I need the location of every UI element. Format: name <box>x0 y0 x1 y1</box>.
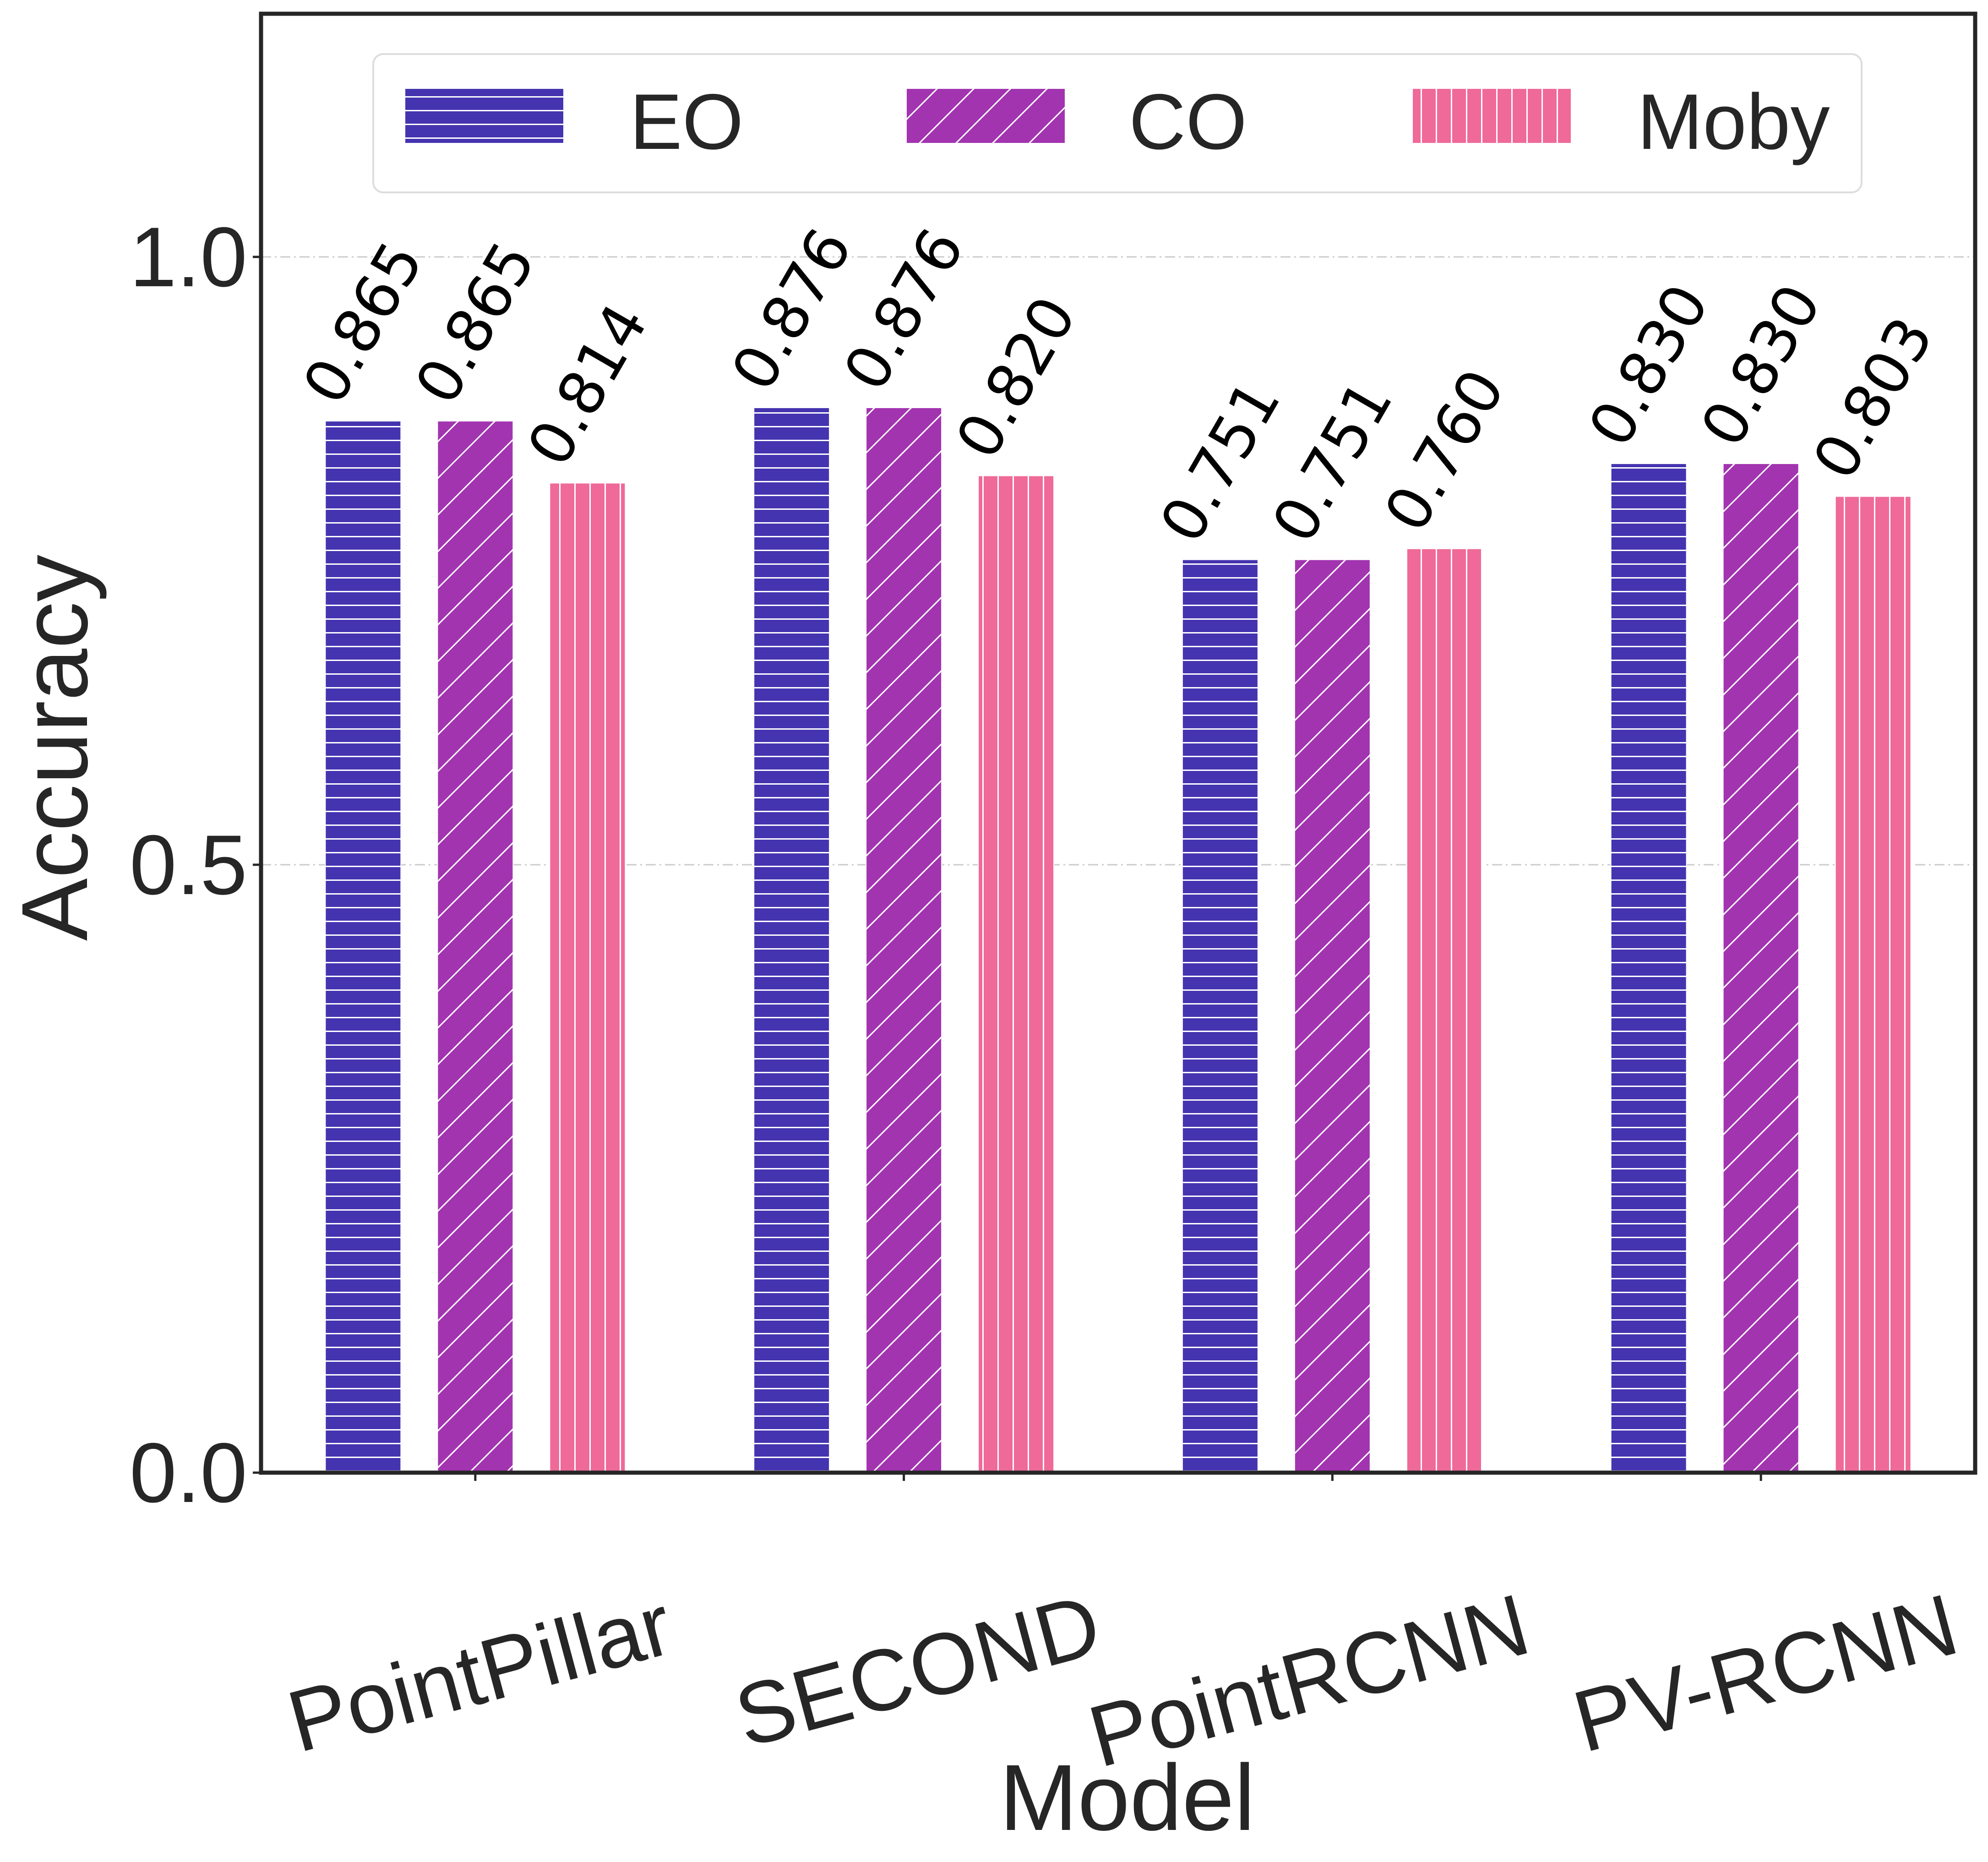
y-tick-label: 1.0 <box>130 210 247 305</box>
legend-label-moby: Moby <box>1637 78 1830 166</box>
data-label: 0.814 <box>514 292 661 477</box>
bar-co-pv-rcnn <box>1722 463 1799 1473</box>
bar-moby-pv-rcnn <box>1835 496 1912 1474</box>
legend-swatch-eo <box>405 89 563 143</box>
bar-co-pointrcnn <box>1294 559 1371 1473</box>
y-axis-label: Accuracy <box>2 554 107 941</box>
data-label: 0.803 <box>1799 306 1947 491</box>
legend-swatch-moby <box>1413 89 1571 143</box>
bar-eo-pointpillar <box>325 420 402 1474</box>
bar-eo-pointrcnn <box>1182 559 1258 1473</box>
bar-eo-second <box>753 407 830 1474</box>
legend: EO CO Moby <box>372 53 1863 193</box>
legend-label-eo: EO <box>630 78 744 166</box>
x-tick-label: PointPillar <box>278 1576 681 1771</box>
bar-moby-pointrcnn <box>1406 548 1483 1473</box>
bar-co-second <box>866 407 942 1474</box>
y-ticks: 0.0 0.5 1.0 <box>130 210 261 1520</box>
y-tick-label: 0.0 <box>130 1426 247 1520</box>
bar-moby-pointpillar <box>549 482 626 1473</box>
legend-swatch-co <box>907 89 1065 143</box>
legend-label-co: CO <box>1129 78 1247 166</box>
bar-eo-pv-rcnn <box>1610 463 1687 1473</box>
bar-co-pointpillar <box>437 420 514 1474</box>
x-tick-label: PV-RCNN <box>1564 1576 1967 1771</box>
legend-box <box>372 53 1863 193</box>
y-tick-label: 0.5 <box>130 818 247 912</box>
data-label: 0.760 <box>1371 358 1519 543</box>
x-tick-label: SECOND <box>725 1576 1110 1766</box>
bar-moby-second <box>978 475 1055 1474</box>
plot-frame <box>259 11 1977 1475</box>
data-label: 0.820 <box>942 285 1090 470</box>
bars <box>325 407 1912 1474</box>
x-axis-label: Model <box>999 1745 1255 1850</box>
y-gridlines <box>261 256 1975 866</box>
